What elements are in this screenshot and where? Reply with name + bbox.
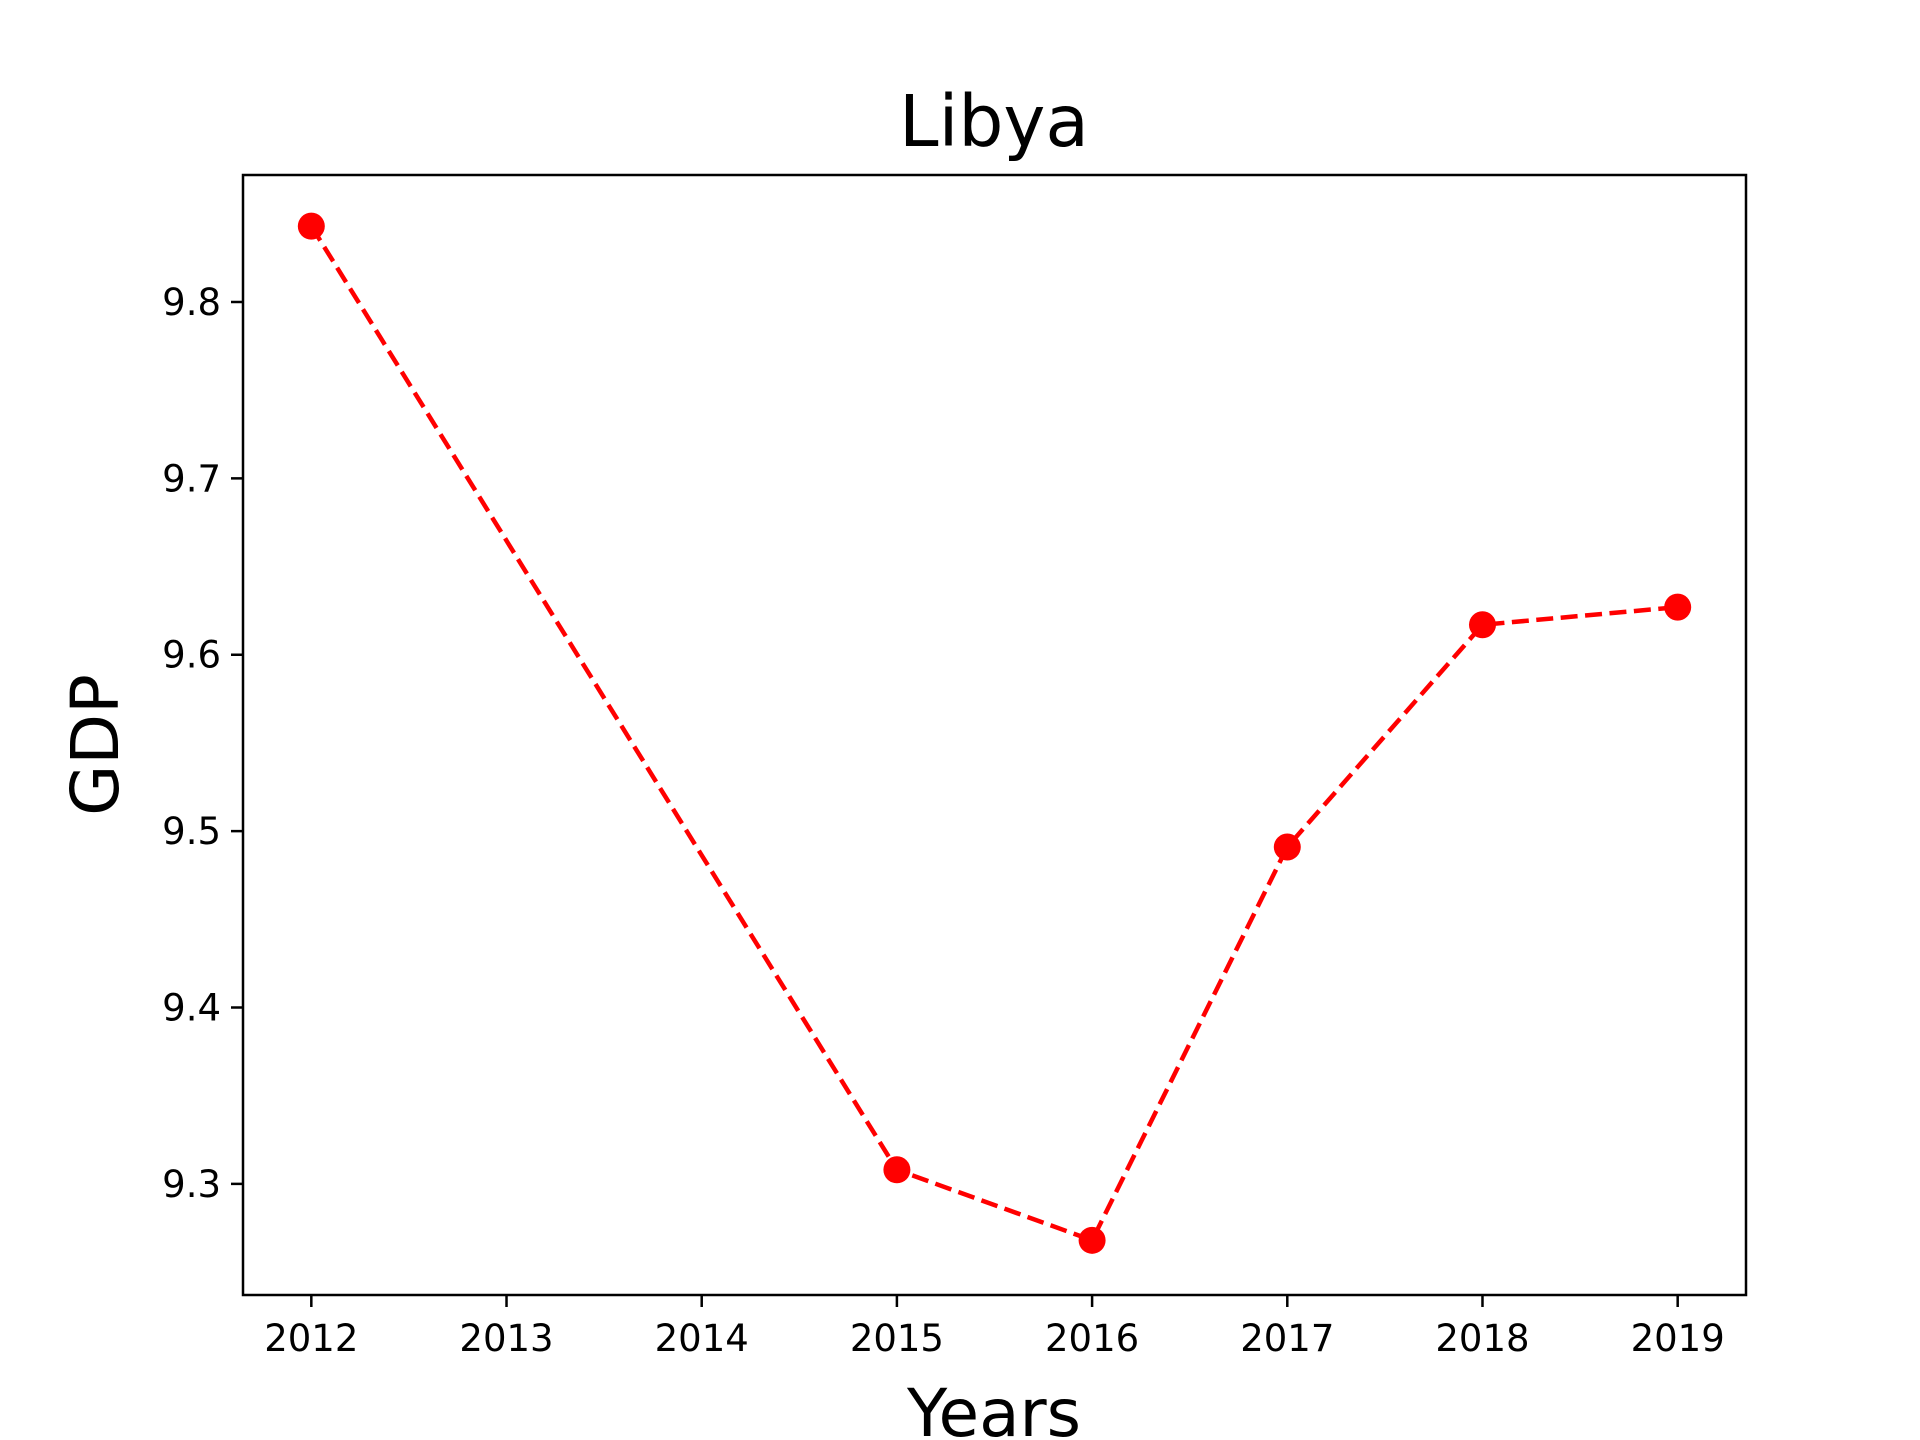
y-tick-label: 9.7 xyxy=(162,457,221,500)
y-axis-label: GDP xyxy=(57,674,134,816)
data-point xyxy=(883,1156,911,1184)
data-point xyxy=(1664,593,1692,621)
x-axis-label: Years xyxy=(906,1375,1081,1440)
x-tick-label: 2012 xyxy=(264,1317,358,1360)
y-tick-label: 9.3 xyxy=(162,1163,221,1206)
x-tick-label: 2019 xyxy=(1631,1317,1725,1360)
data-point xyxy=(297,212,325,240)
x-tick-label: 2013 xyxy=(459,1317,553,1360)
x-tick-label: 2017 xyxy=(1240,1317,1334,1360)
x-tick-label: 2014 xyxy=(655,1317,749,1360)
series-line xyxy=(309,224,1678,1244)
y-axis: 9.3 9.4 9.5 9.6 9.7 9.8 xyxy=(162,281,243,1206)
x-tick-label: 2016 xyxy=(1045,1317,1139,1360)
chart-title: Libya xyxy=(899,80,1089,163)
x-tick-label: 2015 xyxy=(850,1317,944,1360)
axes-frame xyxy=(241,173,1748,1297)
y-tick-label: 9.5 xyxy=(162,810,221,853)
data-point xyxy=(1273,833,1301,861)
y-tick-label: 9.6 xyxy=(162,634,221,677)
plot-area xyxy=(297,212,1692,1254)
x-axis: 2012 2013 2014 2015 2016 2017 2018 2019 xyxy=(264,1295,1725,1360)
y-tick-label: 9.8 xyxy=(162,281,221,324)
y-tick-label: 9.4 xyxy=(162,987,221,1030)
x-tick-label: 2018 xyxy=(1435,1317,1529,1360)
data-point xyxy=(1468,611,1496,639)
data-point xyxy=(1078,1226,1106,1254)
